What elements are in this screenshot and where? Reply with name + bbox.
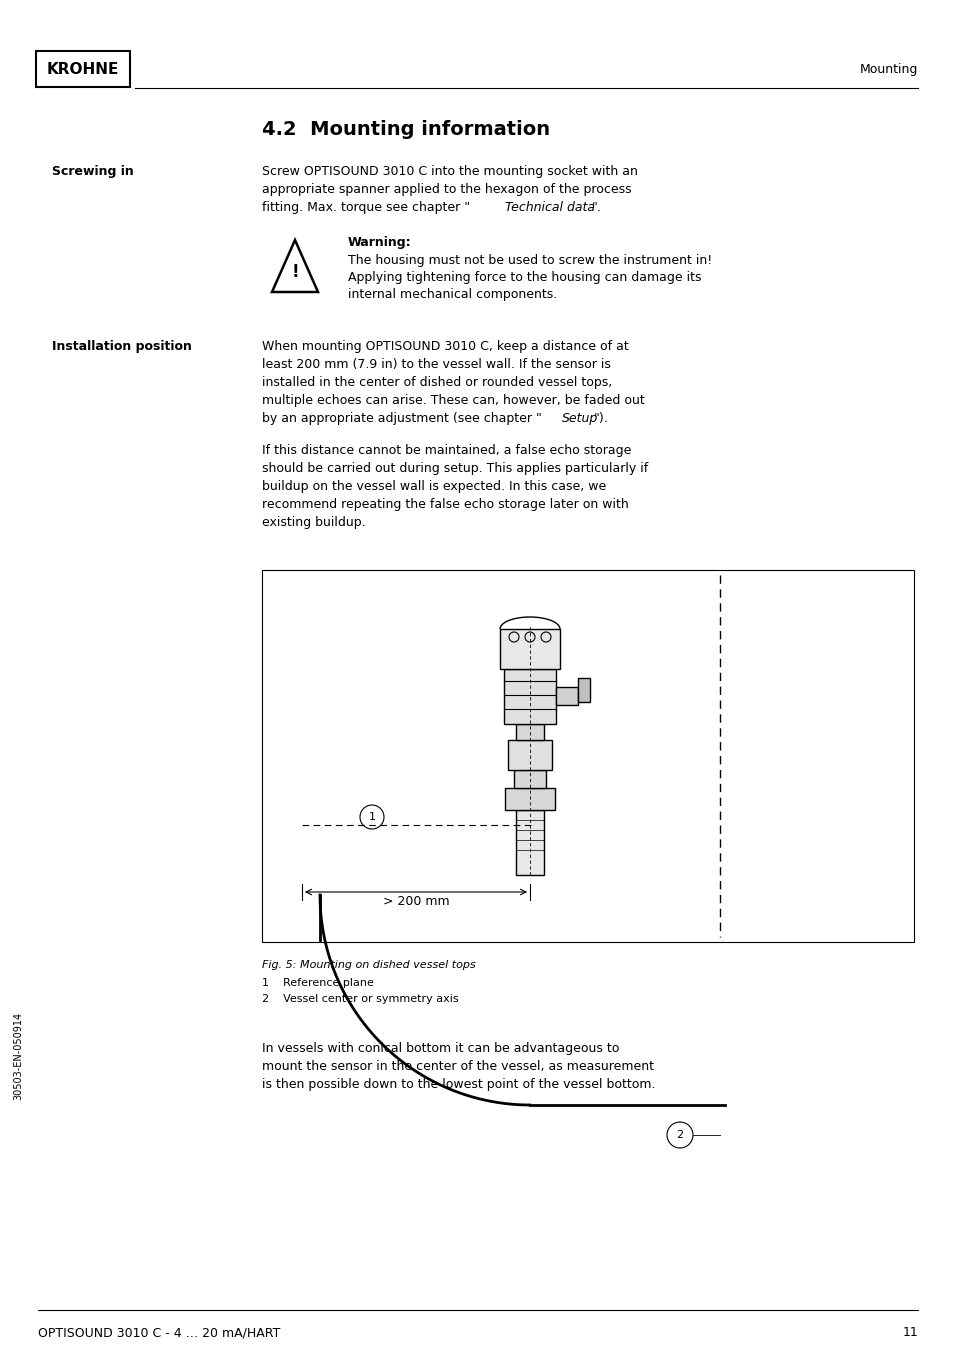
Text: 2: 2 xyxy=(676,1130,683,1140)
Text: 30503-EN-050914: 30503-EN-050914 xyxy=(13,1011,23,1101)
Bar xyxy=(507,740,552,771)
Bar xyxy=(262,571,913,942)
Text: Screw OPTISOUND 3010 C into the mounting socket with an: Screw OPTISOUND 3010 C into the mounting… xyxy=(262,165,638,178)
Text: OPTISOUND 3010 C - 4 … 20 mA/HART: OPTISOUND 3010 C - 4 … 20 mA/HART xyxy=(38,1326,280,1338)
Bar xyxy=(556,687,578,704)
Bar xyxy=(514,771,545,788)
Text: fitting. Max. torque see chapter ": fitting. Max. torque see chapter " xyxy=(262,201,470,214)
Text: ").: "). xyxy=(594,412,608,425)
Text: recommend repeating the false echo storage later on with: recommend repeating the false echo stora… xyxy=(262,498,628,511)
Text: is then possible down to the lowest point of the vessel bottom.: is then possible down to the lowest poin… xyxy=(262,1078,655,1091)
Text: Screwing in: Screwing in xyxy=(52,165,133,178)
Text: Fig. 5: Mounting on dished vessel tops: Fig. 5: Mounting on dished vessel tops xyxy=(262,960,476,969)
Text: !: ! xyxy=(291,264,298,281)
Text: Mounting: Mounting xyxy=(859,62,917,76)
Bar xyxy=(504,788,555,810)
Text: Installation position: Installation position xyxy=(52,339,192,353)
Text: 1    Reference plane: 1 Reference plane xyxy=(262,977,374,988)
Text: The housing must not be used to screw the instrument in!: The housing must not be used to screw th… xyxy=(348,254,712,266)
Text: > 200 mm: > 200 mm xyxy=(382,895,449,909)
Text: If this distance cannot be maintained, a false echo storage: If this distance cannot be maintained, a… xyxy=(262,443,631,457)
Text: When mounting OPTISOUND 3010 C, keep a distance of at: When mounting OPTISOUND 3010 C, keep a d… xyxy=(262,339,628,353)
Text: internal mechanical components.: internal mechanical components. xyxy=(348,288,557,301)
Text: Warning:: Warning: xyxy=(348,237,411,249)
Text: mount the sensor in the center of the vessel, as measurement: mount the sensor in the center of the ve… xyxy=(262,1060,654,1073)
Text: buildup on the vessel wall is expected. In this case, we: buildup on the vessel wall is expected. … xyxy=(262,480,605,493)
Bar xyxy=(499,629,559,669)
Text: 2    Vessel center or symmetry axis: 2 Vessel center or symmetry axis xyxy=(262,994,458,1005)
Text: 11: 11 xyxy=(902,1326,917,1338)
Bar xyxy=(516,725,543,740)
Text: by an appropriate adjustment (see chapter ": by an appropriate adjustment (see chapte… xyxy=(262,412,541,425)
Text: In vessels with conical bottom it can be advantageous to: In vessels with conical bottom it can be… xyxy=(262,1042,618,1055)
Text: Technical data: Technical data xyxy=(504,201,595,214)
Text: Setup: Setup xyxy=(561,412,598,425)
Text: multiple echoes can arise. These can, however, be faded out: multiple echoes can arise. These can, ho… xyxy=(262,393,644,407)
Text: appropriate spanner applied to the hexagon of the process: appropriate spanner applied to the hexag… xyxy=(262,183,631,196)
Text: KROHNE: KROHNE xyxy=(47,61,119,77)
Bar xyxy=(578,677,589,702)
Text: ".: ". xyxy=(592,201,601,214)
Bar xyxy=(516,810,543,875)
FancyBboxPatch shape xyxy=(36,51,130,87)
Text: should be carried out during setup. This applies particularly if: should be carried out during setup. This… xyxy=(262,462,648,475)
Text: installed in the center of dished or rounded vessel tops,: installed in the center of dished or rou… xyxy=(262,376,612,389)
Text: Applying tightening force to the housing can damage its: Applying tightening force to the housing… xyxy=(348,270,700,284)
Text: existing buildup.: existing buildup. xyxy=(262,516,365,529)
Bar xyxy=(503,669,556,725)
Text: 4.2  Mounting information: 4.2 Mounting information xyxy=(262,120,550,139)
Text: 1: 1 xyxy=(368,813,375,822)
Text: least 200 mm (7.9 in) to the vessel wall. If the sensor is: least 200 mm (7.9 in) to the vessel wall… xyxy=(262,358,610,370)
